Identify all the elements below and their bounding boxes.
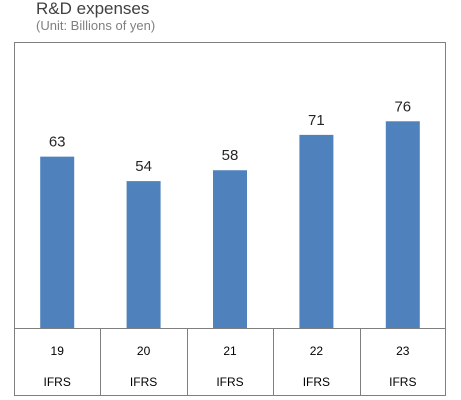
- category-label-20: 20: [137, 344, 151, 358]
- category-sublabel-19: IFRS: [44, 375, 71, 389]
- data-label-21: 58: [222, 147, 239, 164]
- data-label-19: 63: [49, 134, 66, 151]
- chart-title: R&D expenses: [36, 0, 150, 18]
- category-sublabel-20: IFRS: [130, 375, 157, 389]
- category-label-21: 21: [223, 344, 237, 358]
- category-sublabel-23: IFRS: [389, 375, 416, 389]
- data-label-23: 76: [394, 98, 411, 115]
- category-sublabel-22: IFRS: [303, 375, 330, 389]
- bar-22: [299, 134, 334, 328]
- data-label-20: 54: [135, 158, 152, 175]
- chart-frame: [14, 42, 446, 396]
- bar-21: [213, 170, 247, 328]
- bar-20: [126, 181, 161, 328]
- bar-23: [385, 121, 420, 328]
- category-label-22: 22: [310, 344, 324, 358]
- data-label-22: 71: [308, 112, 325, 129]
- bar-19: [40, 156, 75, 328]
- category-label-19: 19: [51, 344, 65, 358]
- chart-subtitle: (Unit: Billions of yen): [36, 18, 156, 33]
- category-label-23: 23: [396, 344, 410, 358]
- category-sublabel-21: IFRS: [216, 375, 243, 389]
